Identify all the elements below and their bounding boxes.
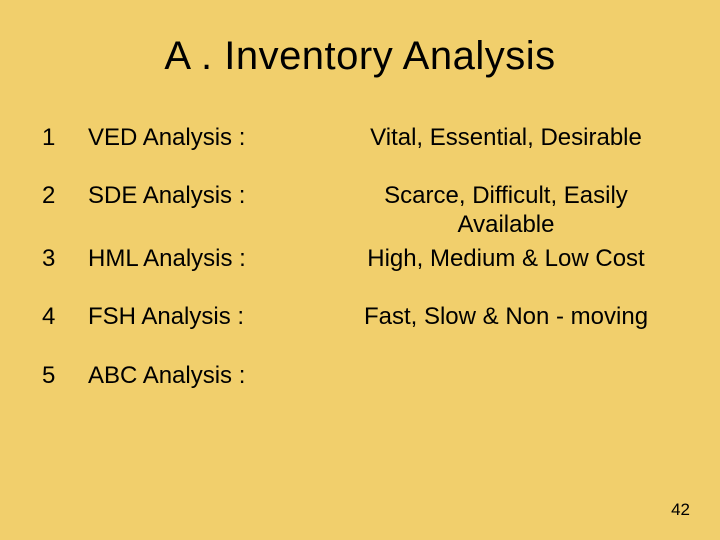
analysis-name: ABC Analysis : — [88, 362, 334, 390]
table-row: 5 ABC Analysis : — [42, 362, 678, 390]
analysis-desc: Scarce, Difficult, Easily Available — [334, 182, 678, 245]
table-row: 4 FSH Analysis : Fast, Slow & Non - movi… — [42, 303, 678, 361]
table-row: 3 HML Analysis : High, Medium & Low Cost — [42, 245, 678, 303]
row-number: 2 — [42, 182, 88, 245]
table-row: 1 VED Analysis : Vital, Essential, Desir… — [42, 124, 678, 182]
row-number: 3 — [42, 245, 88, 303]
analysis-desc: Vital, Essential, Desirable — [334, 124, 678, 182]
analysis-name: VED Analysis : — [88, 124, 334, 182]
analysis-desc: High, Medium & Low Cost — [334, 245, 678, 303]
table-row: 2 SDE Analysis : Scarce, Difficult, Easi… — [42, 182, 678, 245]
slide: A . Inventory Analysis 1 VED Analysis : … — [0, 0, 720, 540]
analysis-table: 1 VED Analysis : Vital, Essential, Desir… — [42, 124, 678, 390]
analysis-name: SDE Analysis : — [88, 182, 334, 245]
analysis-name: FSH Analysis : — [88, 303, 334, 361]
analysis-desc — [334, 362, 678, 390]
row-number: 4 — [42, 303, 88, 361]
row-number: 5 — [42, 362, 88, 390]
row-number: 1 — [42, 124, 88, 182]
page-number: 42 — [671, 500, 690, 520]
analysis-name: HML Analysis : — [88, 245, 334, 303]
analysis-desc: Fast, Slow & Non - moving — [334, 303, 678, 361]
slide-title: A . Inventory Analysis — [0, 34, 720, 79]
